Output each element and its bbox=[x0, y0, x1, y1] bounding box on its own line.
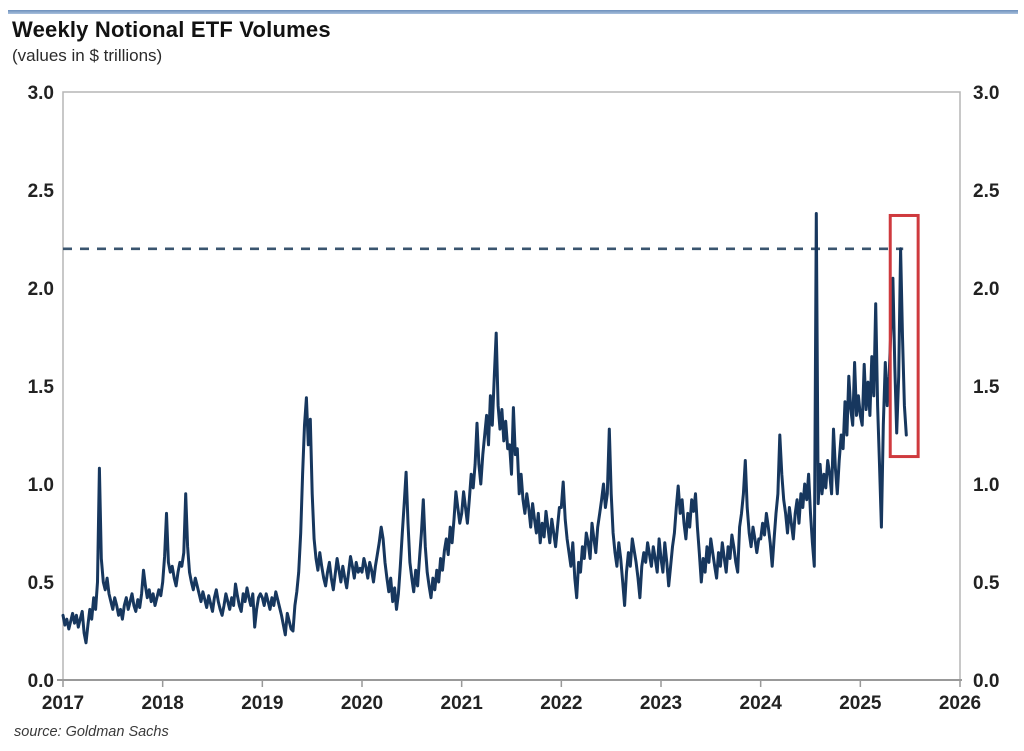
y-axis-right-label-1.5: 1.5 bbox=[973, 377, 1000, 398]
y-axis-right-label-0.5: 0.5 bbox=[973, 573, 1000, 594]
x-axis-label-2019: 2019 bbox=[241, 693, 283, 714]
y-axis-left-label-2.0: 2.0 bbox=[28, 279, 54, 300]
y-axis-left-label-0.5: 0.5 bbox=[28, 573, 55, 594]
x-axis-label-2024: 2024 bbox=[740, 693, 783, 714]
source-attribution: source: Goldman Sachs bbox=[14, 724, 169, 740]
y-axis-left-label-1.5: 1.5 bbox=[28, 377, 55, 398]
y-axis-right-label-1.0: 1.0 bbox=[973, 475, 999, 496]
x-axis-label-2017: 2017 bbox=[42, 693, 84, 714]
x-axis-label-2022: 2022 bbox=[540, 693, 582, 714]
x-axis-label-2021: 2021 bbox=[441, 693, 484, 714]
chart-title: Weekly Notional ETF Volumes bbox=[12, 17, 331, 42]
x-axis-label-2020: 2020 bbox=[341, 693, 383, 714]
y-axis-left-label-3.0: 3.0 bbox=[28, 83, 54, 104]
y-axis-right-label-2.5: 2.5 bbox=[973, 181, 1000, 202]
x-axis-label-2018: 2018 bbox=[142, 693, 184, 714]
x-axis-label-2025: 2025 bbox=[839, 693, 882, 714]
y-axis-right-label-2.0: 2.0 bbox=[973, 279, 999, 300]
highlight-red-box bbox=[888, 213, 920, 459]
y-axis-left-label-2.5: 2.5 bbox=[28, 181, 55, 202]
y-axis-left-label-0.0: 0.0 bbox=[28, 671, 54, 692]
top-divider-bar bbox=[8, 10, 1018, 14]
x-axis-label-2026: 2026 bbox=[939, 693, 981, 714]
y-axis-right-label-3.0: 3.0 bbox=[973, 83, 999, 104]
volume-line-series bbox=[61, 212, 908, 645]
chart-subtitle: (values in $ trillions) bbox=[12, 46, 163, 65]
y-axis-right-label-0.0: 0.0 bbox=[973, 671, 999, 692]
x-axis-label-2023: 2023 bbox=[640, 693, 682, 714]
y-axis-left-label-1.0: 1.0 bbox=[28, 475, 54, 496]
